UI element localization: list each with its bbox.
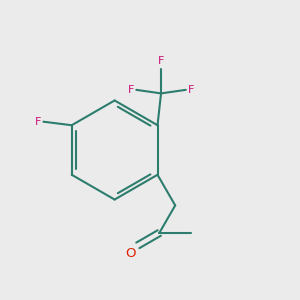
Text: F: F: [158, 56, 164, 66]
Text: F: F: [35, 117, 41, 127]
Text: F: F: [188, 85, 194, 95]
Text: O: O: [126, 247, 136, 260]
Text: F: F: [128, 85, 134, 95]
